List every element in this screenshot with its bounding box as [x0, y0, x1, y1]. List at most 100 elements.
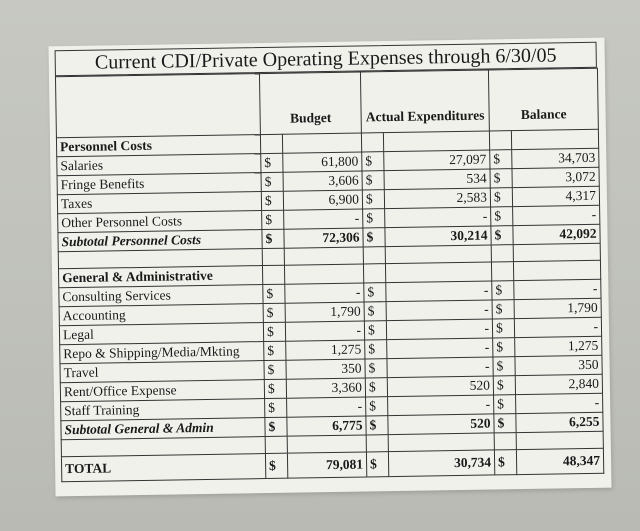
currency-symbol: $	[492, 299, 515, 319]
balance-value: 34,703	[511, 148, 599, 169]
currency-symbol: $	[263, 360, 287, 380]
header-actual: Actual Expenditures	[360, 69, 490, 133]
currency-symbol: $	[263, 341, 286, 361]
currency-symbol: $	[262, 284, 286, 304]
balance-value: 42,092	[512, 224, 601, 245]
empty-cell	[284, 246, 364, 266]
empty-cell	[260, 134, 283, 154]
currency-symbol: $	[365, 415, 389, 435]
currency-symbol: $	[490, 225, 514, 245]
empty-cell	[287, 434, 367, 454]
budget-value: -	[285, 320, 365, 342]
row-label: TOTAL	[61, 453, 266, 482]
currency-symbol: $	[362, 189, 385, 209]
currency-symbol: $	[365, 377, 388, 397]
currency-symbol: $	[261, 210, 284, 230]
budget-value: 79,081	[287, 451, 367, 479]
currency-symbol: $	[363, 282, 387, 302]
currency-symbol: $	[364, 339, 387, 359]
row-label: Repo & Shipping/Media/Mkting	[59, 341, 264, 364]
balance-value: 48,347	[516, 448, 604, 475]
expense-table: Budget Actual Expenditures Balance Personne…	[55, 68, 604, 482]
actual-value: 534	[384, 168, 491, 190]
empty-cell	[513, 260, 601, 281]
budget-value: 1,275	[285, 339, 365, 361]
balance-value: 1,275	[514, 336, 602, 357]
budget-value: 6,775	[286, 415, 367, 437]
currency-symbol: $	[261, 191, 284, 211]
currency-symbol: $	[364, 301, 387, 321]
empty-cell	[282, 132, 362, 154]
actual-value: -	[385, 280, 493, 302]
empty-cell	[385, 244, 492, 264]
empty-cell	[383, 130, 490, 152]
currency-symbol: $	[492, 318, 515, 338]
actual-value: 30,734	[388, 449, 495, 477]
empty-cell	[511, 129, 599, 150]
empty-cell	[491, 244, 514, 262]
balance-value: 350	[514, 355, 603, 376]
balance-value: 1,790	[514, 298, 602, 319]
empty-cell	[388, 432, 495, 452]
empty-cell	[363, 246, 386, 264]
currency-symbol: $	[494, 449, 517, 475]
currency-symbol: $	[362, 227, 386, 247]
empty-cell	[516, 431, 604, 450]
currency-symbol: $	[263, 322, 286, 342]
empty-cell	[494, 432, 517, 450]
actual-value: -	[386, 318, 493, 340]
budget-value: 72,306	[283, 227, 364, 249]
actual-value: -	[386, 356, 494, 378]
actual-value: -	[384, 206, 491, 228]
currency-symbol: $	[366, 451, 389, 477]
actual-value: 2,583	[384, 187, 491, 209]
currency-symbol: $	[492, 356, 516, 376]
currency-symbol: $	[260, 153, 284, 173]
budget-value: -	[284, 282, 365, 304]
budget-value: 3,606	[283, 170, 363, 192]
currency-symbol: $	[490, 187, 513, 207]
balance-value: 4,317	[512, 186, 600, 207]
balance-value: 6,255	[515, 412, 604, 433]
empty-cell	[262, 248, 285, 266]
empty-cell	[265, 436, 288, 454]
balance-value: -	[515, 393, 603, 414]
currency-symbol: $	[365, 396, 388, 416]
currency-symbol: $	[491, 280, 515, 300]
currency-symbol: $	[264, 417, 288, 437]
balance-value: -	[512, 205, 600, 226]
currency-symbol: $	[362, 170, 385, 190]
actual-value: -	[386, 299, 493, 321]
budget-value: -	[283, 208, 363, 230]
currency-symbol: $	[364, 320, 387, 340]
budget-value: 3,360	[286, 377, 366, 399]
budget-value: -	[286, 396, 366, 418]
currency-symbol: $	[493, 413, 517, 433]
empty-cell	[385, 261, 492, 283]
empty-cell	[491, 261, 514, 281]
currency-symbol: $	[489, 149, 513, 169]
actual-value: 30,214	[384, 225, 492, 247]
currency-symbol: $	[264, 379, 287, 399]
actual-value: 520	[387, 413, 495, 435]
currency-symbol: $	[265, 453, 288, 479]
budget-value: 6,900	[283, 189, 363, 211]
actual-value: 27,097	[383, 149, 491, 171]
empty-cell	[284, 263, 364, 285]
balance-value: -	[514, 317, 602, 338]
header-blank	[55, 73, 261, 138]
actual-value: 520	[387, 375, 494, 397]
actual-value: -	[386, 337, 493, 359]
empty-cell	[366, 434, 389, 452]
currency-symbol: $	[493, 375, 516, 395]
currency-symbol: $	[361, 151, 385, 171]
header-balance: Balance	[488, 68, 599, 131]
budget-value: 61,800	[282, 151, 363, 173]
currency-symbol: $	[364, 358, 388, 378]
currency-symbol: $	[362, 208, 385, 228]
empty-cell	[361, 132, 384, 152]
balance-value: -	[513, 279, 602, 300]
currency-symbol: $	[264, 398, 287, 418]
currency-symbol: $	[492, 337, 515, 357]
header-row: Budget Actual Expenditures Balance	[55, 68, 599, 138]
